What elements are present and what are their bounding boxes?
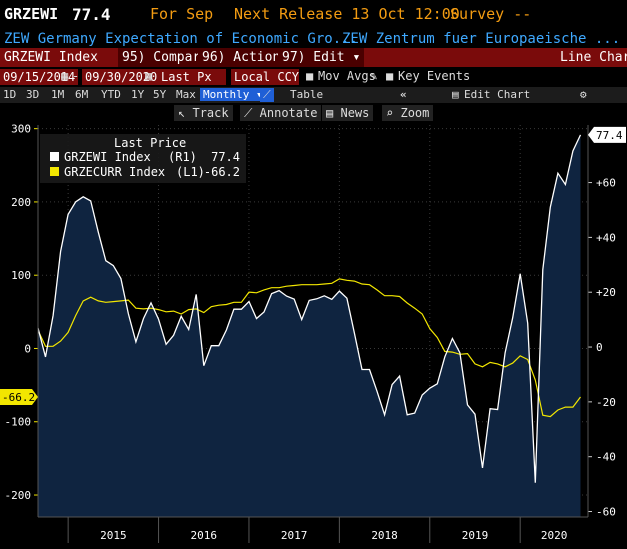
news-tool[interactable]: ▤ News [322,105,374,121]
left-tick-label: 200 [11,196,31,209]
description-bar: ZEW Germany Expectation of Economic Gro.… [0,30,627,48]
right-last-value: 77.4 [596,129,623,142]
legend-series-1-last: 77.4 [211,150,240,164]
left-last-tag: -66.2 [0,388,38,405]
annotate-tool[interactable]: ⟋ Annotate [240,105,322,121]
survey-label: Survey -- [450,5,532,23]
table-button[interactable]: Table [290,88,324,101]
price-field-select[interactable]: Last Px [158,69,226,85]
start-date-field[interactable]: 09/15/2014 [0,69,79,85]
period-label: For Sep [150,5,214,23]
cursor-icon: ↖ [178,106,186,120]
left-axis: 300 200 100 0 -100 -200 [5,123,39,517]
right-tick-label: +20 [596,286,616,299]
news-label: News [340,106,370,120]
edit-menu[interactable]: 97) Edit ▾ [278,48,365,67]
legend-series-1-axis: (R1) [168,150,197,164]
index-label[interactable]: GRZEWI Index [0,48,102,67]
right-tick-label: +40 [596,231,616,244]
next-release: Next Release 13 Oct 12:00 [234,5,460,23]
date-separator: - [72,69,80,83]
right-tick-label: -40 [596,451,616,464]
left-tick-label: 100 [11,269,31,282]
source-description: ZEW Zentrum fuer Europaeische ... [342,31,621,47]
edit-chart-button[interactable]: Edit Chart [464,88,531,101]
legend-white-swatch [50,152,59,161]
ticker-symbol[interactable]: GRZEWI [4,5,59,23]
left-tick-label: 0 [24,342,31,355]
legend-title: Last Price [114,136,186,150]
zoom-label: Zoom [400,106,430,120]
period-max[interactable]: Max [176,88,196,101]
track-label: Track [192,106,229,120]
left-tick-label: 300 [11,123,31,136]
legend-yellow-swatch [50,167,59,176]
legend-series-1-name: GRZEWI Index [64,150,151,164]
period-3d[interactable]: 3D [26,88,40,101]
legend: Last Price GRZEWI Index (R1) 77.4 GRZECU… [40,134,246,183]
pencil-icon[interactable]: ✎ [370,69,378,83]
key-events-checkbox[interactable]: ■ [386,69,394,83]
grzewi-line [37,134,582,483]
x-axis: 2015 2016 2017 2018 2019 2020 [38,516,588,543]
zoom-tool[interactable]: ⌕ Zoom [382,105,434,121]
left-tick-label: -200 [5,489,32,502]
right-axis: +60 +40 +20 0 -20 -40 -60 [587,125,616,519]
calendar-icon[interactable]: ▦ [61,69,69,83]
menu-bar: GRZEWI Index 95) Compare 96) Actions ▾ 9… [0,48,627,67]
end-date-field[interactable]: 09/30/2020 [82,69,161,85]
currency-select[interactable]: Local CCY [231,69,299,85]
right-last-tag: 77.4 [588,126,626,143]
compare-button[interactable]: 95) Compare [118,48,213,67]
key-events-label[interactable]: Key Events [398,69,471,83]
frequency-select[interactable]: Monthly ▾ [200,88,266,101]
calendar-icon[interactable]: ▦ [145,69,153,83]
period-6m[interactable]: 6M [75,88,89,101]
period-1d[interactable]: 1D [3,88,17,101]
legend-series-2-last: -66.2 [204,165,240,179]
chart-style-icon[interactable]: ⟋ [260,88,274,102]
period-5y[interactable]: 5Y [153,88,167,101]
left-last-value: -66.2 [2,391,35,404]
x-tick-label: 2015 [100,529,127,542]
news-icon: ▤ [326,106,334,120]
right-tick-label: 0 [596,341,603,354]
track-tool[interactable]: ↖ Track [174,105,233,121]
ticker-bar: GRZEWI 77.4 For Sep Next Release 13 Oct … [0,0,627,30]
x-tick-label: 2020 [541,529,568,542]
line-icon: ⟋ [244,106,253,120]
mov-avgs-label[interactable]: Mov Avgs [318,69,376,83]
x-tick-label: 2019 [462,529,489,542]
x-tick-label: 2018 [371,529,398,542]
ticker-value: 77.4 [72,5,111,24]
period-ytd[interactable]: YTD [101,88,121,101]
options-bar: 09/15/2014 ▦ - 09/30/2020 ▦ Last Px Loca… [0,68,627,86]
period-1y[interactable]: 1Y [131,88,145,101]
right-tick-label: +60 [596,177,616,190]
grzewi-area [38,134,581,517]
x-tick-label: 2016 [191,529,218,542]
grzecurr-line [37,278,581,418]
gear-icon[interactable]: ⚙ [580,88,587,101]
line-chart[interactable]: 300 200 100 0 -100 -200 +60 +40 +20 0 -20 -40 -60 2… [0,123,627,549]
legend-series-2-axis: (L1) [176,165,205,179]
period-1m[interactable]: 1M [51,88,65,101]
x-tick-label: 2017 [281,529,308,542]
right-tick-label: -60 [596,506,616,519]
left-tick-label: -100 [5,416,32,429]
annotate-label: Annotate [259,106,318,120]
collapse-icon[interactable]: « [400,88,407,101]
chart-type-label[interactable]: Line Chart [560,50,627,65]
edit-chart-icon[interactable]: ▤ [452,88,459,101]
legend-series-2-name: GRZECURR Index [64,165,165,179]
right-tick-label: -20 [596,396,616,409]
mov-avgs-checkbox[interactable]: ■ [306,69,314,83]
tools-bar: ↖ Track ⟋ Annotate ▤ News ⌕ Zoom [0,104,627,122]
security-description: ZEW Germany Expectation of Economic Gro.… [4,31,359,47]
period-bar: 1D 3D 1M 6M YTD 1Y 5Y Max Monthly ▾ ⟋ Ta… [0,87,627,103]
magnifier-icon: ⌕ [386,106,394,120]
